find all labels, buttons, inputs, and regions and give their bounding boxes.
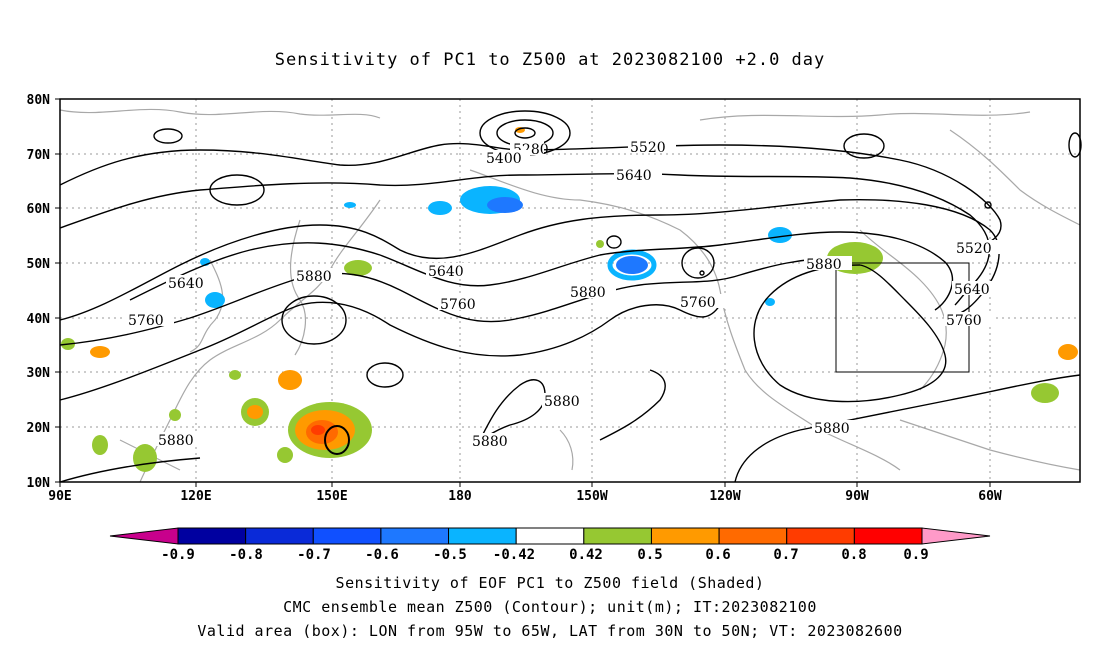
colorbar-segment — [650, 527, 720, 545]
contour-label: 5760 — [440, 297, 476, 313]
colorbar-labels: -0.9 -0.8 -0.7 -0.6 -0.5 -0.42 0.42 0.5 … — [161, 547, 929, 563]
contour-label: 5880 — [806, 257, 842, 273]
colorbar-label: -0.7 — [297, 547, 331, 563]
axis-ticks — [55, 98, 991, 487]
lat-label: 80N — [27, 93, 51, 108]
colorbar-label: 0.8 — [841, 547, 866, 563]
colorbar-low-end — [109, 527, 179, 545]
contour-label: 5880 — [158, 433, 194, 449]
lon-label: 120W — [709, 489, 740, 504]
contour-label: 5880 — [570, 285, 606, 301]
contour-labels: 5280 5400 5520 5640 5640 5640 5640 5760 … — [126, 139, 1002, 450]
contour-label: 5760 — [946, 313, 982, 329]
lat-label: 60N — [27, 202, 51, 217]
contour-label: 5520 — [956, 241, 992, 257]
colorbar-segment — [245, 527, 314, 545]
colorbar-label: -0.8 — [229, 547, 263, 563]
colorbar-segment — [312, 527, 382, 545]
sensitivity-shading — [61, 127, 1078, 472]
colorbar-label: -0.9 — [161, 547, 195, 563]
colorbar-label: 0.9 — [903, 547, 928, 563]
lat-label: 50N — [27, 257, 51, 272]
colorbar-segment — [583, 527, 652, 545]
colorbar-label: 0.42 — [569, 547, 603, 563]
contour-label: 5640 — [954, 282, 990, 298]
contour-label: 5880 — [472, 434, 508, 450]
contour-label: 5640 — [168, 276, 204, 292]
lon-label: 60W — [978, 489, 1002, 504]
contour-label: 5640 — [428, 264, 464, 280]
lon-label: 150W — [576, 489, 607, 504]
lon-label: 90E — [48, 489, 71, 504]
colorbar — [109, 527, 991, 545]
colorbar-label: 0.7 — [773, 547, 798, 563]
lon-label: 180 — [448, 489, 472, 504]
lat-label: 20N — [27, 421, 51, 436]
colorbar-label: -0.42 — [493, 547, 535, 563]
map-frame — [59, 98, 1081, 483]
colorbar-label: 0.6 — [705, 547, 730, 563]
colorbar-label: -0.6 — [365, 547, 399, 563]
latitude-labels: 80N 70N 60N 50N 40N 30N 20N 10N — [27, 93, 51, 491]
lon-label: 120E — [180, 489, 211, 504]
lat-label: 10N — [27, 476, 51, 491]
lon-label: 150E — [316, 489, 347, 504]
lat-label: 70N — [27, 148, 51, 163]
colorbar-label: -0.5 — [433, 547, 467, 563]
contour-label: 5880 — [814, 421, 850, 437]
colorbar-high-end — [921, 527, 991, 545]
colorbar-segment — [718, 527, 788, 545]
contour-label: 5520 — [630, 140, 666, 156]
lat-label: 30N — [27, 366, 51, 381]
colorbar-segment — [380, 527, 450, 545]
lat-label: 40N — [27, 312, 51, 327]
map-title: Sensitivity of PC1 to Z500 at 2023082100… — [274, 50, 826, 70]
colorbar-segment — [853, 527, 923, 545]
coastlines — [59, 108, 1081, 483]
longitude-labels: 90E 120E 150E 180 150W 120W 90W 60W — [48, 489, 1002, 504]
colorbar-segment — [515, 527, 585, 545]
contour-label: 5640 — [616, 168, 652, 184]
footer-line-shading: Sensitivity of EOF PC1 to Z500 field (Sh… — [335, 574, 765, 592]
colorbar-segment — [448, 527, 517, 545]
footer-line-valid-area: Valid area (box): LON from 95W to 65W, L… — [197, 622, 903, 640]
contour-label: 5760 — [128, 313, 164, 329]
contour-label: 5760 — [680, 295, 716, 311]
contour-label: 5400 — [486, 151, 522, 167]
contour-label: 5880 — [296, 269, 332, 285]
lon-label: 90W — [845, 489, 869, 504]
footer-line-contour: CMC ensemble mean Z500 (Contour); unit(m… — [283, 598, 817, 616]
contour-label: 5880 — [544, 394, 580, 410]
colorbar-segment — [786, 527, 855, 545]
colorbar-segment — [177, 527, 247, 545]
colorbar-label: 0.5 — [637, 547, 662, 563]
gridlines — [60, 99, 1080, 482]
